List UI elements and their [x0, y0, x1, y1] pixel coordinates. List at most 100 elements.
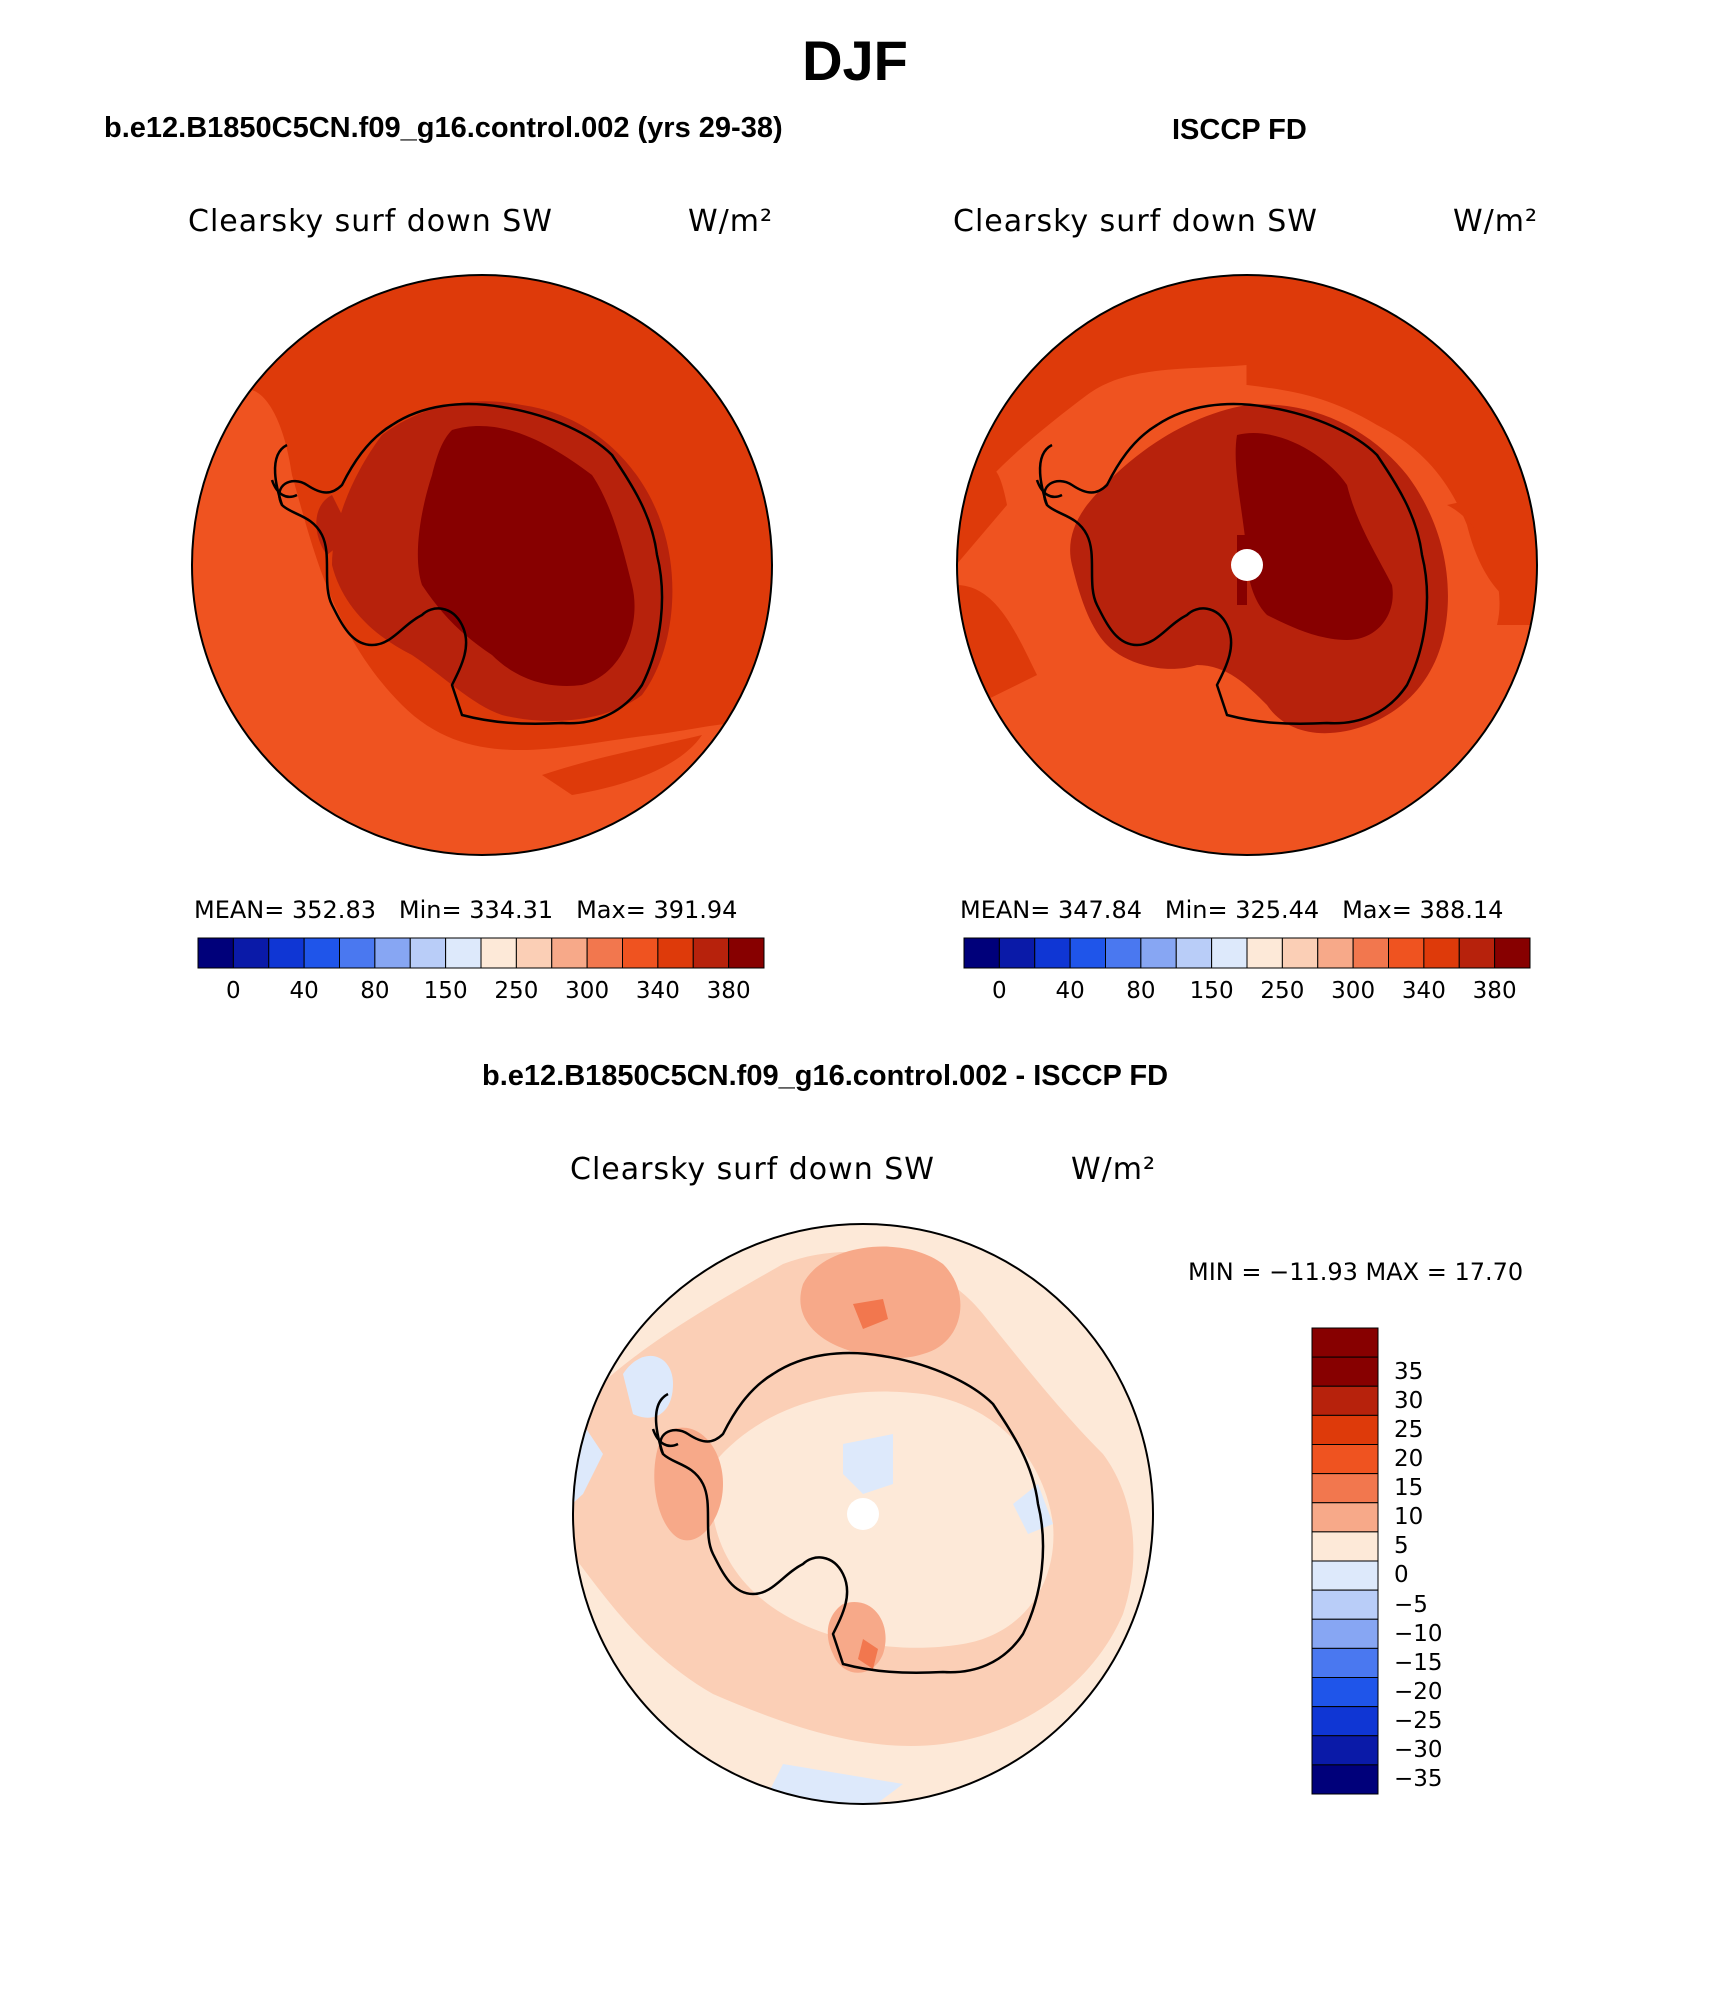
obs-colorbar-tick-label: 40 [1055, 978, 1085, 1004]
diff-colorbar-tick-label: 25 [1394, 1416, 1424, 1443]
model-panel-title: b.e12.B1850C5CN.f09_g16.control.002 (yrs… [104, 112, 783, 144]
obs-min-value: 325.44 [1235, 896, 1320, 924]
diff-colorbar-tick-label: −20 [1394, 1678, 1443, 1705]
model-colorbar-swatch [268, 937, 305, 969]
model-mean-label: MEAN= [194, 896, 285, 924]
model-colorbar-ticks: 0 40 80 150 250 300 340 380 [198, 978, 764, 1008]
model-colorbar-swatch [622, 937, 659, 969]
obs-colorbar-tick-label: 380 [1472, 978, 1517, 1004]
model-colorbar-tick-label: 340 [635, 978, 680, 1004]
obs-colorbar-ticks: 0 40 80 150 250 300 340 380 [964, 978, 1530, 1008]
model-max-value: 391.94 [653, 896, 738, 924]
diff-colorbar-swatch [1311, 1327, 1379, 1358]
diff-colorbar-tick-label: −10 [1394, 1620, 1443, 1647]
model-colorbar-swatch [657, 937, 694, 969]
obs-colorbar-swatch [1281, 937, 1319, 969]
model-colorbar-tick-label: 40 [289, 978, 319, 1004]
diff-minmax: MIN = −11.93 MAX = 17.70 [1188, 1258, 1524, 1286]
obs-colorbar-tick-label: 150 [1189, 978, 1234, 1004]
model-colorbar-tick-label: 80 [360, 978, 390, 1004]
model-stats: MEAN= 352.83 Min= 334.31 Max= 391.94 [194, 896, 737, 924]
diff-colorbar-swatch [1311, 1647, 1379, 1678]
diff-colorbar-swatch [1311, 1589, 1379, 1620]
diff-panel-title: b.e12.B1850C5CN.f09_g16.control.002 - IS… [482, 1060, 1169, 1092]
model-colorbar-tick-label: 0 [226, 978, 241, 1004]
model-units-label: W/m² [688, 204, 774, 239]
model-colorbar-swatch [303, 937, 340, 969]
diff-colorbar-tick-label: 20 [1394, 1445, 1424, 1472]
obs-colorbar-tick-label: 300 [1331, 978, 1376, 1004]
diff-colorbar-tick-label: −5 [1394, 1591, 1428, 1618]
diff-colorbar-swatch [1311, 1444, 1379, 1475]
diff-colorbar-ticks: 35 30 25 20 15 10 5 0 −5 −10 −15 −20 −25 −30 −35 [1394, 1328, 1474, 1794]
model-colorbar-swatch [197, 937, 234, 969]
model-max-label: Max= [576, 896, 646, 924]
obs-colorbar-swatch [1140, 937, 1177, 969]
model-colorbar [197, 937, 765, 969]
diff-colorbar-tick-label: 0 [1394, 1562, 1409, 1589]
obs-min-label: Min= [1164, 896, 1228, 924]
obs-colorbar-swatch [1317, 937, 1354, 969]
obs-panel-title: ISCCP FD [1172, 114, 1307, 146]
diff-colorbar-swatch [1311, 1473, 1379, 1504]
model-colorbar-swatch [374, 937, 411, 969]
model-colorbar-swatch [515, 937, 553, 969]
diff-colorbar-swatch [1311, 1414, 1379, 1445]
obs-colorbar-swatch [1105, 937, 1142, 969]
diff-map [572, 1223, 1154, 1805]
obs-colorbar-swatch [1458, 937, 1496, 969]
diff-colorbar-tick-label: −35 [1394, 1766, 1443, 1793]
model-colorbar-swatch [728, 937, 765, 969]
obs-colorbar-swatch [1211, 937, 1248, 969]
diff-colorbar-tick-label: 35 [1394, 1358, 1424, 1385]
obs-mean-value: 347.84 [1058, 896, 1142, 924]
diff-colorbar-swatch [1311, 1356, 1379, 1387]
page-title: DJF [802, 29, 908, 92]
obs-colorbar-swatch [1494, 937, 1531, 969]
obs-colorbar-swatch [1069, 937, 1106, 969]
diff-colorbar-swatch [1311, 1677, 1379, 1708]
obs-max-value: 388.14 [1419, 896, 1504, 924]
model-min-label: Min= [398, 896, 462, 924]
obs-mean-label: MEAN= [960, 896, 1051, 924]
obs-colorbar [963, 937, 1531, 969]
obs-colorbar-swatch [1034, 937, 1071, 969]
obs-colorbar-swatch [1352, 937, 1389, 969]
model-mean-value: 352.83 [292, 896, 376, 924]
diff-colorbar-swatch [1311, 1502, 1379, 1533]
model-colorbar-swatch [692, 937, 730, 969]
diff-colorbar-tick-label: 10 [1394, 1504, 1424, 1531]
diff-colorbar-tick-label: −25 [1394, 1708, 1443, 1735]
model-colorbar-tick-label: 150 [423, 978, 468, 1004]
diff-colorbar-tick-label: 15 [1394, 1475, 1424, 1502]
model-map [191, 274, 773, 856]
diff-colorbar [1311, 1327, 1379, 1795]
diff-colorbar-tick-label: 30 [1394, 1387, 1424, 1414]
diff-colorbar-tick-label: 5 [1394, 1533, 1409, 1560]
diff-colorbar-tick-label: −30 [1394, 1737, 1443, 1764]
model-variable-label: Clearsky surf down SW [188, 204, 553, 239]
model-colorbar-tick-label: 250 [494, 978, 539, 1004]
obs-max-label: Max= [1342, 896, 1412, 924]
diff-colorbar-swatch [1311, 1385, 1379, 1416]
model-colorbar-swatch [445, 937, 482, 969]
obs-colorbar-tick-label: 0 [992, 978, 1007, 1004]
diff-colorbar-swatch [1311, 1531, 1379, 1562]
model-colorbar-swatch [586, 937, 623, 969]
diff-colorbar-swatch [1311, 1706, 1379, 1737]
obs-colorbar-swatch [1175, 937, 1213, 969]
obs-stats: MEAN= 347.84 Min= 325.44 Max= 388.14 [960, 896, 1503, 924]
model-colorbar-swatch [409, 937, 447, 969]
model-colorbar-swatch [232, 937, 270, 969]
diff-colorbar-tick-label: −15 [1394, 1649, 1443, 1676]
diff-units-label: W/m² [1071, 1152, 1157, 1187]
diff-colorbar-swatch [1311, 1618, 1379, 1649]
obs-colorbar-swatch [1246, 937, 1283, 969]
obs-colorbar-swatch [963, 937, 1000, 969]
obs-colorbar-swatch [1423, 937, 1460, 969]
obs-colorbar-swatch [1388, 937, 1425, 969]
model-colorbar-tick-label: 300 [565, 978, 610, 1004]
obs-colorbar-swatch [998, 937, 1036, 969]
diff-variable-label: Clearsky surf down SW [570, 1152, 935, 1187]
obs-colorbar-tick-label: 250 [1260, 978, 1305, 1004]
